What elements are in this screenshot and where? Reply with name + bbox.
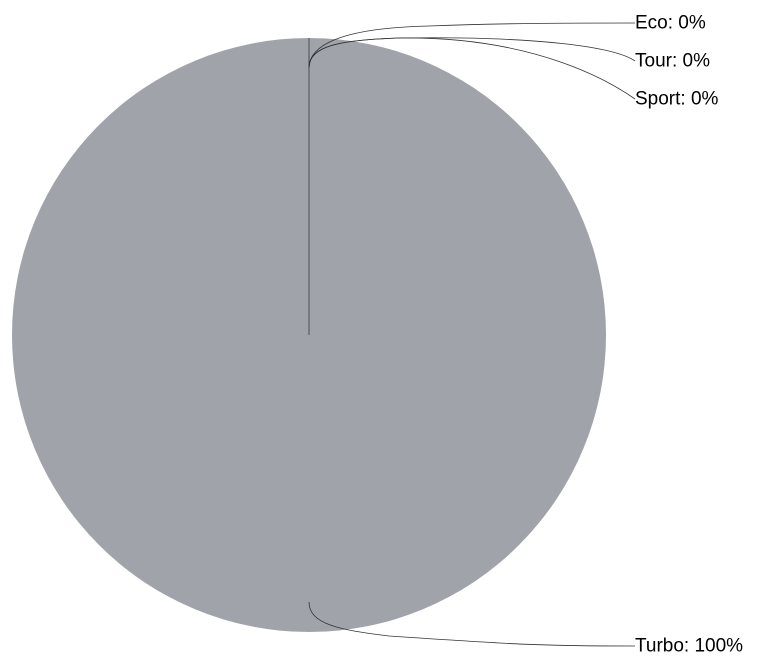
leader-lines-layer xyxy=(308,22,636,647)
slice-labels-layer: Eco: 0% Tour: 0% Sport: 0% Turbo: 100% xyxy=(635,13,743,657)
slice-label-tour: Tour: 0% xyxy=(635,51,710,72)
leader-line-eco xyxy=(308,22,636,69)
leader-line-sport xyxy=(308,37,636,100)
leader-line-turbo xyxy=(308,601,636,647)
slice-label-sport: Sport: 0% xyxy=(635,89,719,110)
slice-label-turbo: Turbo: 100% xyxy=(635,636,743,657)
slice-label-eco: Eco: 0% xyxy=(635,13,706,34)
